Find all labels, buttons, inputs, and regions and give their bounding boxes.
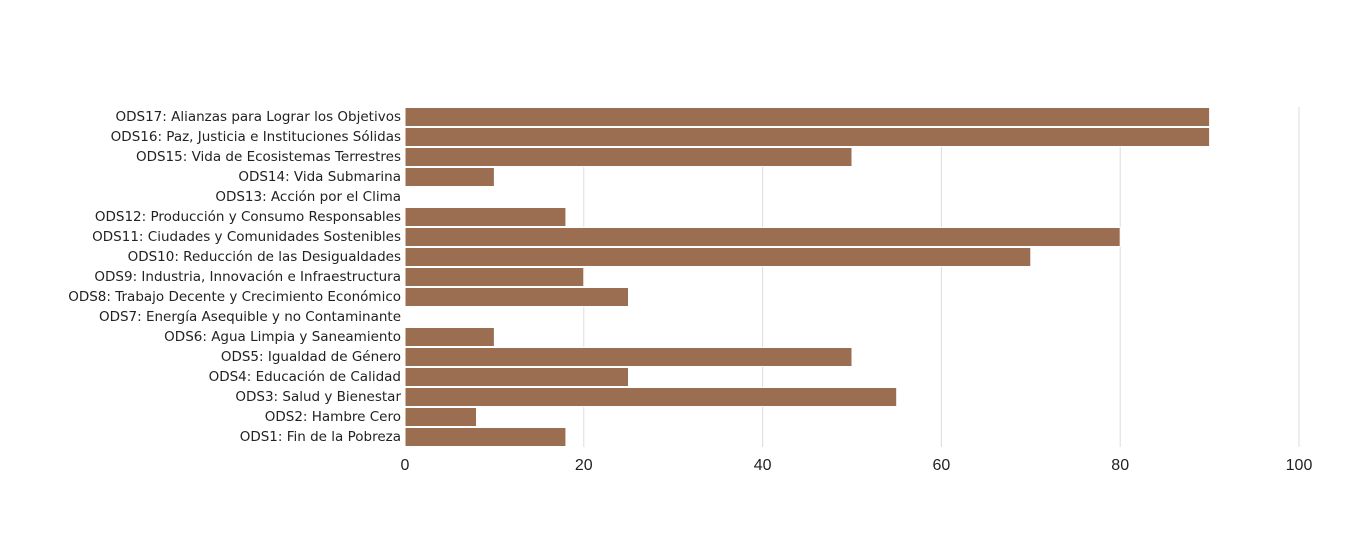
bar-ods6 — [404, 327, 495, 347]
bar-ods11 — [404, 227, 1121, 247]
bar-ods12 — [404, 207, 567, 227]
bar-ods4 — [404, 367, 629, 387]
bar-ods5 — [404, 347, 853, 367]
category-label-ods9: ODS9: Industria, Innovación e Infraestru… — [94, 269, 401, 285]
x-tick-label-20: 20 — [575, 457, 593, 474]
category-label-ods14: ODS14: Vida Submarina — [238, 169, 401, 185]
category-label-ods5: ODS5: Igualdad de Género — [221, 349, 401, 365]
bar-ods9 — [404, 267, 585, 287]
bar-ods14 — [404, 167, 495, 187]
bars — [404, 107, 1211, 447]
bar-ods16 — [404, 127, 1211, 147]
bar-ods1 — [404, 427, 567, 447]
x-tick-label-40: 40 — [754, 457, 772, 474]
category-label-ods7: ODS7: Energía Asequible y no Contaminant… — [99, 309, 401, 325]
bar-ods8 — [404, 287, 629, 307]
category-label-ods6: ODS6: Agua Limpia y Saneamiento — [164, 329, 401, 345]
category-label-ods16: ODS16: Paz, Justicia e Instituciones Sól… — [111, 129, 401, 145]
category-label-ods11: ODS11: Ciudades y Comunidades Sostenible… — [92, 229, 401, 245]
x-tick-label-80: 80 — [1111, 457, 1129, 474]
category-label-ods17: ODS17: Alianzas para Lograr los Objetivo… — [115, 109, 401, 125]
bar-ods15 — [404, 147, 853, 167]
category-labels: ODS1: Fin de la Pobreza ODS2: Hambre Cero… — [68, 109, 401, 445]
bar-ods10 — [404, 247, 1032, 267]
category-label-ods2: ODS2: Hambre Cero — [265, 409, 401, 425]
bar-ods3 — [404, 387, 898, 407]
category-label-ods3: ODS3: Salud y Bienestar — [235, 389, 401, 405]
category-label-ods1: ODS1: Fin de la Pobreza — [240, 429, 401, 445]
x-tick-label-0: 0 — [401, 457, 410, 474]
category-label-ods15: ODS15: Vida de Ecosistemas Terrestres — [136, 149, 401, 165]
category-label-ods12: ODS12: Producción y Consumo Responsables — [95, 209, 401, 225]
bar-ods2 — [404, 407, 478, 427]
category-label-ods8: ODS8: Trabajo Decente y Crecimiento Econ… — [68, 289, 401, 305]
x-tick-label-60: 60 — [933, 457, 951, 474]
bar-ods17 — [404, 107, 1211, 127]
x-tick-label-100: 100 — [1286, 457, 1313, 474]
category-label-ods10: ODS10: Reducción de las Desigualdades — [128, 249, 401, 265]
category-label-ods13: ODS13: Acción por el Clima — [215, 189, 401, 205]
x-axis-tick-labels: 0 20 40 60 80 100 — [401, 457, 1313, 474]
category-label-ods4: ODS4: Educación de Calidad — [209, 369, 401, 385]
